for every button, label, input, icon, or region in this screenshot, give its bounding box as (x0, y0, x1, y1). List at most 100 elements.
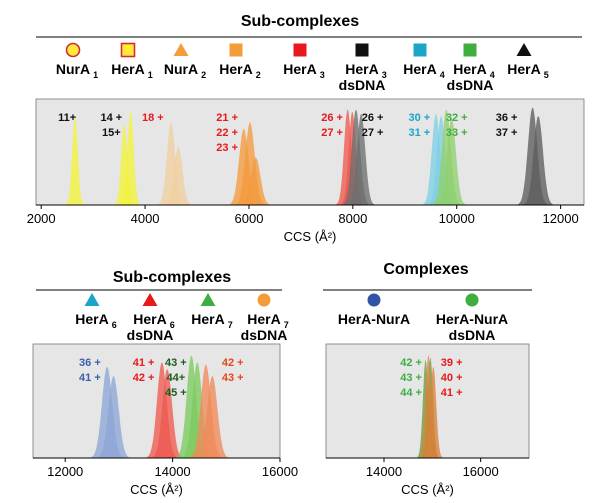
legend-subscript: 1 (148, 70, 153, 80)
legend-label: HerA (191, 311, 224, 327)
charge-label: 39 + (441, 357, 463, 369)
legend-label: HerA (453, 61, 486, 77)
charge-label: 31 + (408, 127, 430, 139)
charge-label: 32 + (446, 112, 468, 124)
legend-label: HerA (283, 61, 316, 77)
legend-label: HerA (133, 311, 166, 327)
legend-subscript: 1 (93, 70, 98, 80)
charge-label: 42 + (133, 372, 155, 384)
series-peak (178, 362, 217, 458)
x-axis-label: CCS (Å²) (130, 482, 183, 497)
charge-label: 18 + (142, 112, 164, 124)
x-tick-label: 14000 (155, 464, 191, 479)
series-peak (142, 362, 182, 458)
legend-label: HerA (219, 61, 252, 77)
series-peak (225, 128, 263, 205)
x-tick-label: 10000 (439, 211, 475, 226)
series-peak (86, 366, 128, 458)
legend-marker-triangle (173, 43, 189, 56)
charge-label: 26 + (362, 112, 384, 124)
series-peak (93, 375, 134, 458)
charge-label: 44 + (400, 387, 422, 399)
legend-marker-square (293, 43, 307, 57)
legend-subscript: 7 (228, 320, 233, 330)
series-peak (191, 375, 233, 458)
x-tick-label: 2000 (27, 211, 56, 226)
charge-label: 36 + (496, 112, 518, 124)
legend-marker-circle (257, 293, 271, 307)
legend-subscript: 7 (284, 320, 289, 330)
charge-label: 40 + (441, 372, 463, 384)
legend-marker-circle-outline (65, 42, 81, 58)
legend-entry: HerA 7 (191, 293, 233, 330)
series-peak (344, 113, 378, 205)
x-tick-label: 14000 (366, 464, 402, 479)
series-peak (419, 113, 453, 205)
series-peak (237, 157, 275, 205)
x-tick-label: 8000 (338, 211, 367, 226)
x-tick-label: 16000 (262, 464, 298, 479)
legend-entry: HerA 2 (219, 43, 261, 80)
legend-subscript: 2 (201, 70, 206, 80)
charge-label: 27 + (321, 127, 343, 139)
series-peak (154, 122, 188, 205)
legend-subscript: 6 (170, 320, 175, 330)
series-peak (339, 109, 373, 205)
legend-label: HerA-NurA (338, 311, 410, 327)
legend-entry: NurA 1 (56, 42, 98, 80)
series-peak (333, 109, 363, 205)
legend-label: NurA (164, 61, 198, 77)
legend-subscript: 3 (382, 70, 387, 80)
charge-label: 22 + (216, 127, 238, 139)
panel-title: Sub-complexes (113, 269, 231, 286)
charge-label: 33 + (446, 127, 468, 139)
legend-label: HerA (345, 61, 378, 77)
legend-entry: HerA 3 (283, 43, 325, 80)
legend-marker-triangle (142, 293, 158, 306)
series-peak (185, 364, 227, 458)
series-peak (147, 369, 187, 458)
legend-label: HerA (247, 311, 280, 327)
x-tick-label: 4000 (131, 211, 160, 226)
series-peak (63, 118, 87, 205)
legend-label-line2: dsDNA (339, 77, 386, 93)
legend-label-line2: dsDNA (449, 327, 496, 343)
legend-label: HerA (75, 311, 108, 327)
series-peak (231, 122, 269, 205)
charge-label: 37 + (496, 127, 518, 139)
legend-entry: HerA 6 (75, 293, 117, 330)
series-peak (172, 355, 211, 458)
x-axis-label: CCS (Å²) (284, 229, 337, 244)
legend-label-line2: dsDNA (241, 327, 288, 343)
series-peak (111, 124, 137, 205)
legend-marker-circle (367, 293, 381, 307)
charge-label: 23 + (216, 142, 238, 154)
legend-subscript: 4 (440, 70, 445, 80)
charge-label: 21 + (216, 112, 238, 124)
charge-label: 15+ (102, 127, 121, 139)
legend-entry: NurA 2 (164, 43, 206, 80)
legend-entry: HerA 4 (403, 43, 445, 80)
panel-title: Sub-complexes (241, 13, 359, 30)
legend-subscript: 6 (112, 320, 117, 330)
charge-label: 44+ (166, 372, 185, 384)
charge-label: 26 + (321, 112, 343, 124)
charge-label: 45 + (165, 387, 187, 399)
charge-label: 14 + (100, 112, 122, 124)
x-tick-label: 6000 (235, 211, 264, 226)
legend-subscript: 2 (256, 70, 261, 80)
series-peak (519, 116, 557, 205)
legend-marker-square (413, 43, 427, 57)
series-peak (421, 366, 445, 458)
x-tick-label: 12000 (543, 211, 579, 226)
charge-label: 36 + (79, 357, 101, 369)
charge-label: 41 + (441, 387, 463, 399)
legend-marker-triangle (200, 293, 216, 306)
